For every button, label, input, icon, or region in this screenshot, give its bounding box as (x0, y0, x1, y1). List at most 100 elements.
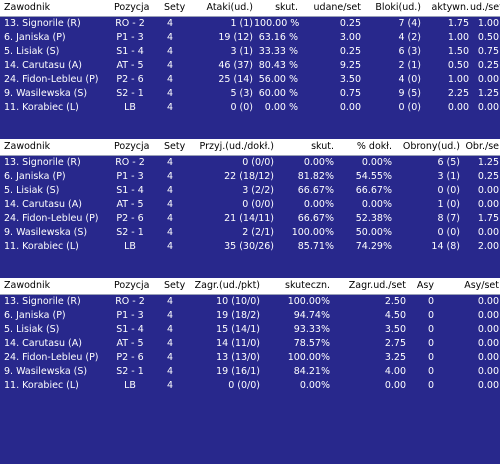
player-cell: 6. Janiska (P) (4, 32, 66, 43)
table-row[interactable]: 9. Wasilewska (S) S2 - 1 4 5 (3) 60.00 % 0.75… (0, 87, 500, 101)
table-row[interactable]: 9. Wasilewska (S) S2 - 1 4 19 (16/1) 84.21% 4… (0, 365, 500, 379)
col-header-serve-eff[interactable]: skuteczn. (285, 280, 330, 291)
defences-cell: 8 (7) (437, 213, 460, 224)
col-header-attacks[interactable]: Ataki(ud.) (206, 2, 253, 13)
serves-cell: 0 (0/0) (228, 380, 260, 391)
table-row[interactable]: 5. Lisiak (S) S1 - 4 4 3 (1) 33.33 % 0.25 6 (3… (0, 45, 500, 59)
table-row[interactable]: 14. Carutasu (A) AT - 5 4 14 (11/0) 78.57% 2.… (0, 337, 500, 351)
col-header-sets[interactable]: Sety (164, 2, 186, 13)
col-header-activity[interactable]: aktywn. (431, 2, 469, 13)
col-header-position[interactable]: Pozycja (114, 141, 150, 152)
defences-per-set-cell: 0.00 (477, 227, 499, 238)
col-header-sets[interactable]: Sety (164, 280, 186, 291)
position-cell: S1 - 4 (116, 324, 144, 335)
attacks-cell: 1 (1) (230, 18, 253, 29)
receptions-cell: 0 (0/0) (242, 157, 274, 168)
table-row[interactable]: 6. Janiska (P) P1 - 3 4 22 (18/12) 81.82% 54.… (0, 170, 500, 184)
serve-eff-cell: 100.00% (287, 352, 330, 363)
serves-cell: 14 (11/0) (216, 338, 260, 349)
blocks-cell: 4 (0) (398, 74, 421, 85)
col-header-player[interactable]: Zawodnik (4, 280, 51, 291)
position-cell: AT - 5 (116, 338, 144, 349)
position-cell: P1 - 3 (116, 310, 144, 321)
col-header-blocks-per-set[interactable]: ud./set (470, 2, 500, 13)
player-cell: 9. Wasilewska (S) (4, 227, 88, 238)
activity-cell: 0.00 (447, 102, 469, 113)
attacks-per-set-cell: 0.25 (339, 18, 361, 29)
table-row[interactable]: 6. Janiska (P) P1 - 3 4 19 (12) 63.16 % 3.00 4… (0, 31, 500, 45)
col-header-aces[interactable]: Asy (416, 280, 434, 291)
sets-cell: 4 (166, 352, 174, 363)
serves-per-set-cell: 3.25 (384, 352, 406, 363)
col-header-serves[interactable]: Zagr.(ud./pkt) (194, 280, 260, 291)
table-row[interactable]: 24. Fidon-Lebleu (P) P2 - 6 4 21 (14/11) 66.… (0, 212, 500, 226)
player-cell: 13. Signorile (R) (4, 296, 81, 307)
defences-cell: 14 (8) (431, 241, 460, 252)
col-header-player[interactable]: Zawodnik (4, 141, 51, 152)
defences-cell: 3 (1) (437, 171, 460, 182)
position-cell: LB (124, 102, 136, 113)
aces-cell: 0 (427, 324, 434, 335)
serves-per-set-cell: 3.50 (384, 324, 406, 335)
serve-eff-cell: 94.74% (293, 310, 330, 321)
blocks-cell: 2 (1) (398, 60, 421, 71)
attacks-cell: 25 (14) (218, 74, 253, 85)
col-header-sets[interactable]: Sety (164, 141, 186, 152)
attacks-per-set-cell: 3.50 (339, 74, 361, 85)
table-row[interactable]: 11. Korabiec (L) LB 4 35 (30/26) 85.71% 74.29… (0, 240, 500, 254)
table-row[interactable]: 14. Carutasu (A) AT - 5 4 46 (37) 80.43 % 9.2… (0, 59, 500, 73)
col-header-accuracy[interactable]: % dokł. (356, 141, 392, 152)
table-row[interactable]: 6. Janiska (P) P1 - 3 4 19 (18/2) 94.74% 4.50… (0, 309, 500, 323)
col-header-aces-per-set[interactable]: Asy/set (464, 280, 499, 291)
table-row[interactable]: 14. Carutasu (A) AT - 5 4 0 (0/0) 0.00% 0.00%… (0, 198, 500, 212)
sets-cell: 4 (166, 199, 174, 210)
table-row[interactable]: 11. Korabiec (L) LB 4 0 (0) 0.00 % 0.00 0 (0) 0… (0, 101, 500, 115)
blocks-per-set-cell: 0.50 (477, 32, 499, 43)
col-header-attack-eff[interactable]: skut. (275, 2, 298, 13)
col-header-blocks[interactable]: Bloki(ud.) (375, 2, 421, 13)
position-cell: AT - 5 (116, 60, 144, 71)
table-header: Zawodnik Pozycja Sety Zagr.(ud./pkt) sku… (0, 278, 500, 295)
accuracy-cell: 66.67% (355, 185, 392, 196)
position-cell: P2 - 6 (116, 74, 144, 85)
col-header-defences[interactable]: Obrony(ud.) (402, 141, 460, 152)
attacks-per-set-cell: 0.75 (339, 88, 361, 99)
col-header-position[interactable]: Pozycja (114, 280, 150, 291)
table-row[interactable]: 24. Fidon-Lebleu (P) P2 - 6 4 25 (14) 56.00 … (0, 73, 500, 87)
table-row[interactable]: 13. Signorile (R) RO - 2 4 1 (1) 100.00 % 0.2… (0, 17, 500, 31)
attack-block-table: Zawodnik Pozycja Sety Ataki(ud.) skut. u… (0, 0, 500, 115)
position-cell: P2 - 6 (116, 352, 144, 363)
reception-eff-cell: 66.67% (297, 185, 334, 196)
attacks-cell: 3 (1) (230, 46, 253, 57)
player-cell: 5. Lisiak (S) (4, 185, 60, 196)
sets-cell: 4 (166, 157, 174, 168)
serves-per-set-cell: 2.50 (384, 296, 406, 307)
activity-cell: 1.00 (447, 74, 469, 85)
blocks-per-set-cell: 0.25 (477, 60, 499, 71)
defences-cell: 1 (0) (437, 199, 460, 210)
col-header-attacks-per-set[interactable]: udane/set (313, 2, 361, 13)
table-row[interactable]: 9. Wasilewska (S) S2 - 1 4 2 (2/1) 100.00% 50… (0, 226, 500, 240)
table-row[interactable]: 5. Lisiak (S) S1 - 4 4 3 (2/2) 66.67% 66.67% 0… (0, 184, 500, 198)
aces-cell: 0 (427, 338, 434, 349)
player-cell: 14. Carutasu (A) (4, 60, 82, 71)
col-header-serves-per-set[interactable]: Zagr.ud./set (348, 280, 406, 291)
attacks-per-set-cell: 0.25 (339, 46, 361, 57)
table-row[interactable]: 13. Signorile (R) RO - 2 4 0 (0/0) 0.00% 0.00… (0, 156, 500, 170)
defences-per-set-cell: 1.75 (477, 213, 499, 224)
table-row[interactable]: 5. Lisiak (S) S1 - 4 4 15 (14/1) 93.33% 3.50 0… (0, 323, 500, 337)
attack-eff-cell: 60.00 % (258, 88, 298, 99)
receptions-cell: 22 (18/12) (224, 171, 274, 182)
position-cell: S2 - 1 (116, 88, 144, 99)
col-header-position[interactable]: Pozycja (114, 2, 150, 13)
col-header-defences-per-set[interactable]: Obr./se (465, 141, 499, 152)
table-row[interactable]: 11. Korabiec (L) LB 4 0 (0/0) 0.00% 0.00 0 0.00 (0, 379, 500, 393)
table-row[interactable]: 24. Fidon-Lebleu (P) P2 - 6 4 13 (13/0) 100.… (0, 351, 500, 365)
serves-per-set-cell: 0.00 (384, 380, 406, 391)
table-row[interactable]: 13. Signorile (R) RO - 2 4 10 (10/0) 100.00%… (0, 295, 500, 309)
col-header-reception-eff[interactable]: skut. (311, 141, 334, 152)
col-header-player[interactable]: Zawodnik (4, 2, 51, 13)
defences-per-set-cell: 1.25 (477, 157, 499, 168)
attacks-per-set-cell: 3.00 (339, 32, 361, 43)
col-header-receptions[interactable]: Przyj.(ud./dokł.) (199, 141, 274, 152)
